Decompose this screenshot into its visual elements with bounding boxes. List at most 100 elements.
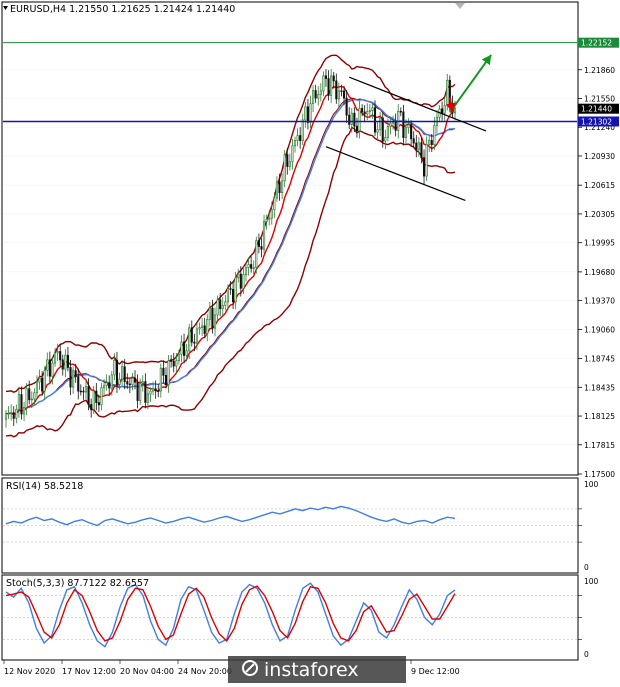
green-arrow-icon [481,54,492,66]
candle-body [281,180,284,193]
channel-lower-line[interactable] [325,146,466,202]
candle-body [188,327,191,352]
rsi-pane[interactable]: 100 0 RSI(14) 58.5218 [1,477,599,574]
candle-body [270,209,273,219]
candle-body [420,142,423,159]
candle-body [234,277,237,303]
candle-body [144,381,147,403]
title-collapse-icon[interactable] [3,6,8,10]
candle-body [345,97,348,116]
price-tick-label: 1.19370 [584,297,615,306]
candle-body [4,413,8,420]
candle-body [149,390,152,395]
candle-body [327,78,330,96]
price-tick-label: 1.18125 [584,412,615,421]
candle-body [185,350,188,356]
rsi-line [5,505,456,527]
candle-body [371,107,374,112]
candle-body [139,382,142,401]
candle-body [299,135,302,141]
scroll-marker-icon[interactable] [455,3,465,9]
green-arrow-shaft [449,54,492,113]
candle-body [273,197,276,211]
candle-body [425,143,428,177]
rsi-tick-label: 100 [584,480,599,489]
candle-body [252,267,255,269]
candle-body [157,390,160,392]
candle-body [312,90,315,104]
candle-body [152,388,155,392]
candle-body [17,394,20,410]
candle-body [226,288,229,303]
candle-body [97,402,100,406]
blue-level-badge [578,116,619,127]
watermark: instaforex [228,656,406,683]
candle-body [268,217,271,220]
candle-body [66,354,69,368]
candle-body [48,359,51,377]
candle-body [172,360,175,367]
candle-body [30,398,33,401]
candle-body [337,90,340,100]
candle-body [213,314,217,329]
time-tick-label: 9 Dec 12:00 [411,667,460,676]
candle-body [407,124,410,129]
candle-body [304,106,307,121]
candle-body [293,140,297,147]
channel-upper-line[interactable] [348,76,487,132]
candle-body [136,381,139,401]
candle-body [28,388,31,401]
candle-body [201,325,204,328]
candle-body [208,307,211,320]
price-pane[interactable]: EURUSD,H4 1.21550 1.21625 1.21424 1.2144… [1,1,579,476]
candle-body [64,354,67,370]
candle-body [79,390,82,393]
candle-body [361,108,364,113]
candle-body [128,383,131,386]
candle-body [41,377,44,392]
candle-body [332,75,335,82]
candle-body [74,370,77,378]
candle-body [53,352,57,364]
candle-body [373,107,377,133]
candle-body [61,359,64,370]
price-tick-label: 1.17815 [584,441,615,450]
candle-body [167,360,170,385]
slow-ma-line [5,98,456,416]
candle-body [306,106,309,123]
candle-body [113,359,116,376]
candle-body [415,142,418,150]
stoch-pane[interactable]: 100 0 Stoch(5,3,3) 87.7122 82.6557 [1,574,599,661]
time-tick-label: 20 Nov 04:00 [120,667,174,676]
rsi-layer: 100 0 [3,480,599,572]
candle-body [211,307,214,329]
chart-title: EURUSD,H4 1.21550 1.21625 1.21424 1.2144… [10,4,235,15]
price-tick-label: 1.20930 [584,152,615,161]
candle-body [121,366,124,380]
candle-body [257,240,260,247]
candle-body [453,108,457,114]
candle-body [368,110,371,112]
candle-body [366,111,369,115]
candle-body [441,108,444,114]
candle-body [250,264,253,269]
candle-body [342,90,346,99]
candle-body [92,390,95,410]
candle-body [379,117,382,131]
candle-body [33,392,36,400]
stoch-pane-frame [1,574,579,661]
rsi-label: RSI(14) 58.5218 [6,481,83,492]
candle-body [322,75,325,92]
candle-body [443,105,446,114]
candle-body [291,145,294,163]
candle-body [237,273,240,279]
candle-body [363,111,366,115]
candle-body [428,140,431,145]
candle-body [46,359,49,371]
candle-body [381,117,384,142]
price-overlay [3,42,577,202]
price-tick-label: 1.21240 [584,123,615,132]
candle-body [348,114,351,125]
